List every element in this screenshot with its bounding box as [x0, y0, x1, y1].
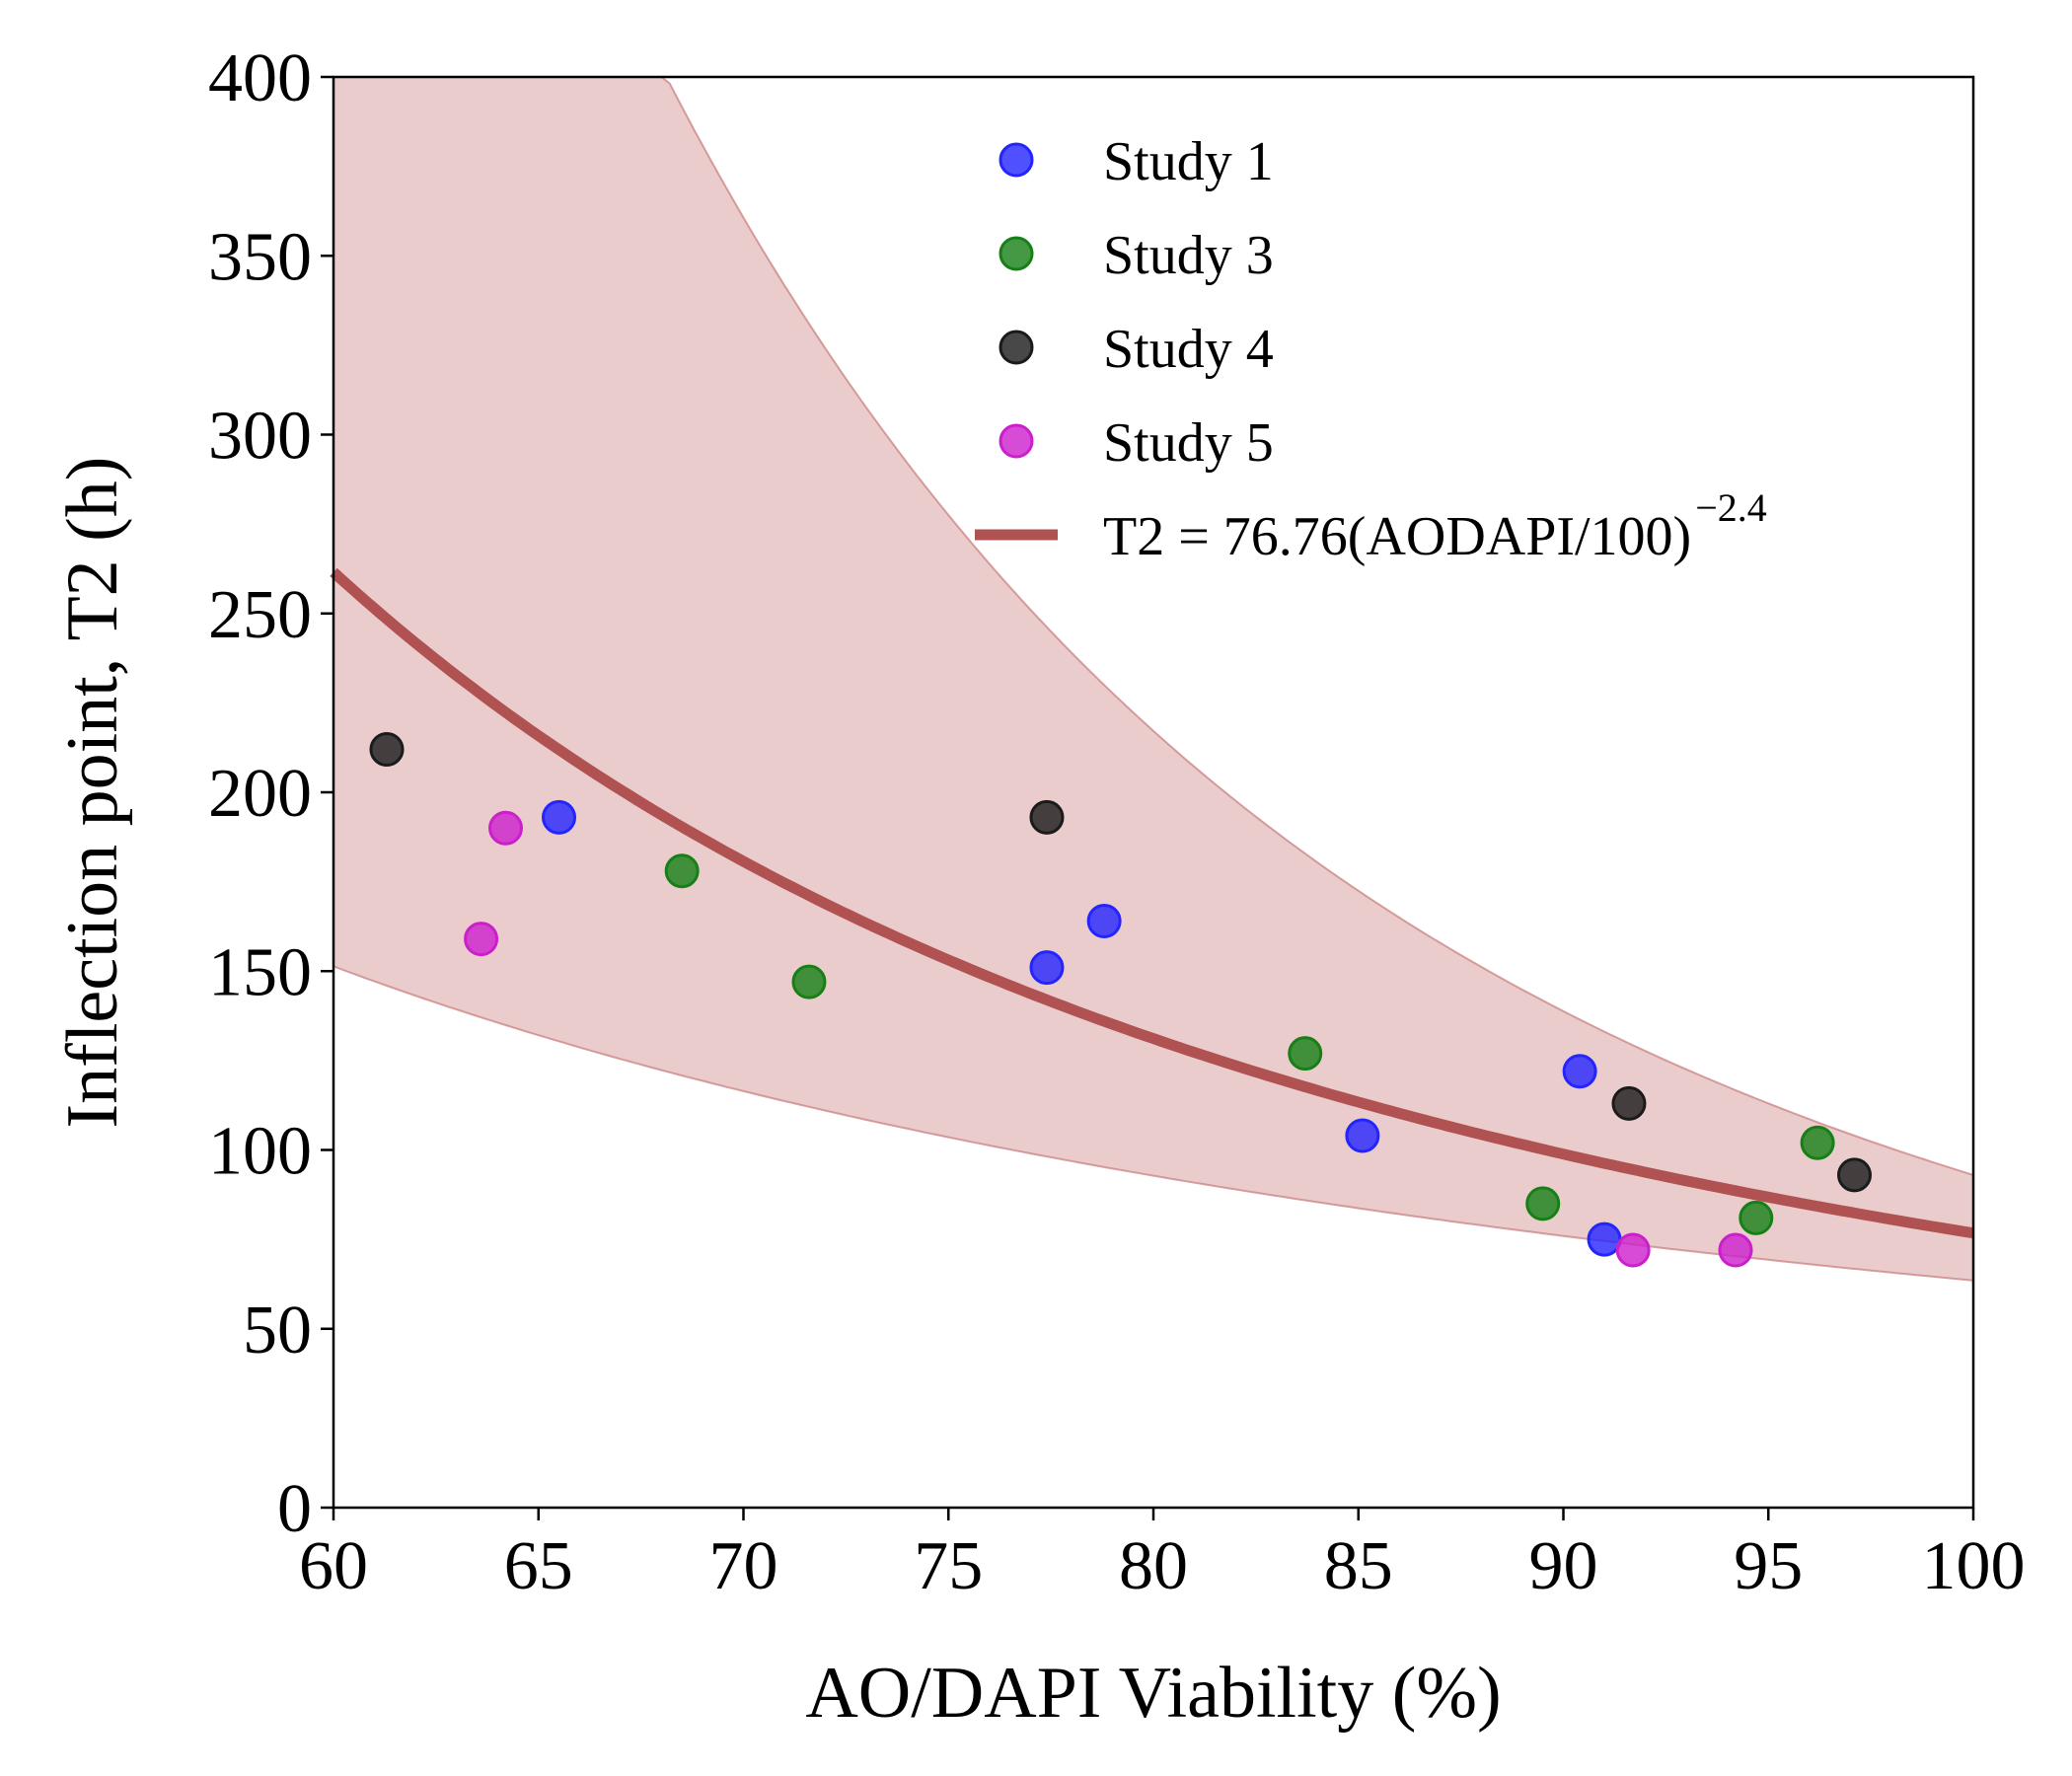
fit-curve [330, 567, 1974, 1239]
legend-item-fit: T2 = 76.76(AODAPI/100) −2.4 [975, 485, 1767, 567]
data-point [488, 810, 524, 846]
x-tick-label: 65 [504, 1528, 573, 1604]
legend-marker [999, 423, 1034, 459]
legend-label: Study 4 [1103, 319, 1274, 380]
fit-curve-layer [330, 567, 1974, 1239]
legend-label: Study 1 [1103, 131, 1274, 192]
x-tick-label: 100 [1922, 1528, 2026, 1604]
series-study-4 [369, 732, 1873, 1193]
legend-label: Study 3 [1103, 225, 1274, 286]
data-point [464, 922, 499, 957]
y-tick-label: 200 [208, 756, 312, 832]
data-point [1837, 1157, 1873, 1193]
legend-marker [999, 142, 1034, 178]
data-point [1718, 1232, 1753, 1268]
data-point [542, 799, 577, 835]
legend-item: Study 3 [999, 225, 1274, 286]
data-point [1345, 1118, 1380, 1153]
y-axis-ticks: 0 50 100 150 200 250 300 350 400 [208, 40, 333, 1547]
legend-label-fit-exponent: −2.4 [1695, 485, 1767, 530]
data-points-layer [369, 732, 1873, 1268]
legend-marker [999, 236, 1034, 271]
legend-item: Study 4 [999, 319, 1274, 380]
data-point [1739, 1200, 1774, 1235]
legend-label-fit: T2 = 76.76(AODAPI/100) [1103, 506, 1691, 567]
confidence-band [333, 77, 1973, 1281]
data-point [369, 732, 405, 767]
data-point [791, 964, 827, 999]
band-lower-edge [333, 965, 1974, 1282]
legend-item: Study 5 [999, 412, 1274, 474]
y-tick-label: 150 [208, 934, 312, 1010]
data-point [1288, 1036, 1323, 1072]
y-tick-label: 250 [208, 577, 312, 653]
data-point [1611, 1085, 1647, 1121]
data-point [664, 853, 700, 889]
data-point [1029, 950, 1065, 986]
series-study-5 [464, 810, 1753, 1268]
y-tick-label: 0 [277, 1471, 312, 1547]
legend: Study 1 Study 3 Study 4 Study 5 T2 = 76.76(A… [975, 131, 1767, 567]
data-point [1587, 1221, 1622, 1257]
y-axis-title: Inflection point, T2 (h) [52, 457, 133, 1129]
x-axis-ticks: 60 65 70 75 80 85 90 95 100 [299, 1508, 2026, 1604]
y-tick-label: 400 [208, 40, 312, 116]
legend-label: Study 5 [1103, 412, 1274, 474]
legend-item: Study 1 [999, 131, 1274, 192]
x-tick-label: 95 [1734, 1528, 1803, 1604]
x-tick-label: 70 [709, 1528, 778, 1604]
data-point [1615, 1232, 1651, 1268]
series-study-3 [664, 853, 1835, 1235]
x-tick-label: 60 [299, 1528, 368, 1604]
data-point [1562, 1054, 1597, 1089]
x-tick-label: 80 [1119, 1528, 1188, 1604]
y-tick-label: 350 [208, 219, 312, 295]
series-study-1 [542, 799, 1622, 1257]
y-tick-label: 50 [243, 1293, 312, 1369]
data-point [1525, 1186, 1561, 1221]
data-point [1800, 1125, 1835, 1160]
data-point [1086, 904, 1122, 938]
y-tick-label: 100 [208, 1114, 312, 1190]
x-tick-label: 85 [1324, 1528, 1393, 1604]
x-axis-title: AO/DAPI Viability (%) [805, 1653, 1501, 1734]
x-tick-label: 75 [914, 1528, 983, 1604]
data-point [1029, 799, 1065, 835]
legend-marker [999, 330, 1034, 365]
x-tick-label: 90 [1529, 1528, 1598, 1604]
y-tick-label: 300 [208, 399, 312, 475]
